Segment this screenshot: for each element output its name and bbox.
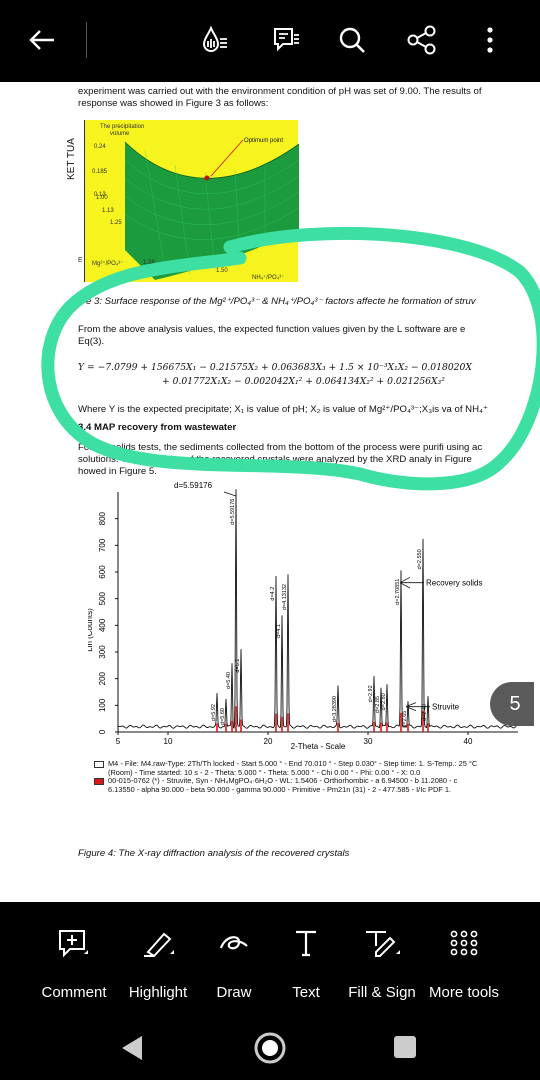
x-tick-label: 20 (264, 737, 273, 746)
recovery-arrow (400, 577, 424, 588)
y-tick-label: 700 (98, 538, 107, 552)
peak-d-label: d=5.1 (235, 659, 241, 673)
x-tick-label: 30 (364, 737, 373, 746)
pdf-page[interactable]: experiment was carried out with the envi… (0, 82, 540, 902)
x-axis-label: 2-Theta - Scale (291, 742, 346, 750)
peak-d-label: d=4.13132 (282, 584, 288, 610)
nav-home-icon[interactable] (252, 1030, 288, 1066)
y-tick-label: 100 (98, 698, 107, 712)
y-tick-label: 0 (98, 729, 107, 734)
peak-d-label: d=4.2 (270, 587, 276, 601)
y-axis-label: Lin (Counts) (88, 608, 94, 652)
back-arrow-icon[interactable] (22, 22, 62, 58)
peak-d-label: d=5.40 (226, 672, 232, 689)
more-vertical-icon[interactable] (478, 22, 502, 58)
x-tick-label: 40 (464, 737, 473, 746)
nav-back-icon[interactable] (118, 1034, 146, 1062)
tool-comment-label: Comment (26, 984, 122, 1001)
peak-d-label: d=3.28390 (332, 696, 338, 722)
x-tick-label: 10 (164, 737, 173, 746)
bottom-toolbar: Comment Highlight Draw Text Fill & Sign … (0, 902, 540, 1012)
page-number-badge[interactable]: 5 (490, 682, 534, 726)
y-tick-label: 300 (98, 645, 107, 659)
xrd-chart: 0 100 200 300 400 500 600 700 800 5 10 20 30 40 Lin (C… (88, 480, 528, 750)
recovery-solids-line (118, 489, 518, 728)
toolbar-divider (86, 22, 87, 58)
peak-d-label: d=5.59176 (230, 499, 236, 525)
peak-d-label: d=2.65 (402, 711, 408, 728)
search-icon[interactable] (332, 22, 372, 58)
struvite-label: Struvite (432, 703, 460, 712)
top-peak-arrow (224, 492, 236, 496)
nav-recents-icon[interactable] (392, 1034, 418, 1060)
reading-mode-icon[interactable] (194, 22, 234, 58)
peak-d-label: d=5.60 (220, 708, 226, 725)
tool-more[interactable]: More tools (416, 922, 512, 1001)
comment-list-icon[interactable] (266, 22, 306, 58)
xrd-legend: M4 - File: M4.raw-Type: 2Th/Th locked - … (94, 760, 534, 794)
grid-icon (416, 922, 512, 964)
peak-d-label: d=5.92 (211, 704, 217, 721)
y-tick-label: 400 (98, 618, 107, 632)
legend-struvite-swatch (94, 778, 104, 785)
y-tick-label: 600 (98, 565, 107, 579)
legend-line-4: 6.13550 - alpha 90.000 - beta 90.000 - g… (94, 786, 534, 795)
peak-d-label: d=2.80 (381, 693, 387, 710)
y-tick-label: 200 (98, 671, 107, 685)
system-nav-bar (0, 1012, 540, 1080)
peak-d-label: d=2.92 (368, 685, 374, 702)
peak-d-label: d=2.550 (417, 549, 423, 569)
y-tick-label: 500 (98, 591, 107, 605)
legend-scan-swatch (94, 761, 104, 768)
freehand-annotation (0, 82, 540, 502)
peak-d-label: d=4.1 (276, 624, 282, 638)
top-toolbar (0, 0, 540, 82)
recovery-solids-label: Recovery solids (426, 579, 482, 588)
share-icon[interactable] (400, 22, 444, 58)
top-peak-annotation: d=5.59176 (174, 481, 213, 490)
y-tick-label: 800 (98, 511, 107, 525)
x-tick-label: 5 (116, 737, 121, 746)
tool-comment[interactable]: Comment (26, 922, 122, 1001)
legend-line-4-text: 6.13550 - alpha 90.000 - beta 90.000 - g… (108, 785, 451, 794)
comment-add-icon (26, 922, 122, 964)
figure4-caption: Figure 4: The X-ray diffraction analysis… (78, 848, 349, 860)
tool-more-label: More tools (416, 984, 512, 1001)
xrd-marks: d=5.92 d=5.60 d=5.40 d=5.59176 d=5.1 d=4.2 d=4… (118, 481, 518, 732)
